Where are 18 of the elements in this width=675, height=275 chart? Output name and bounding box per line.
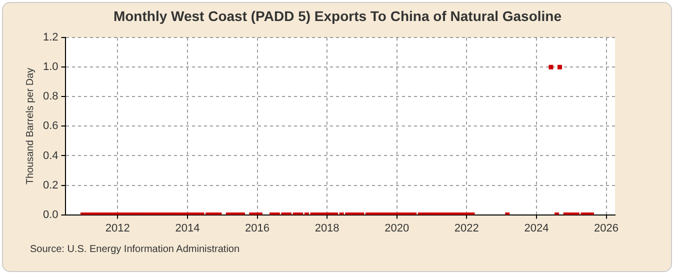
x-tick-label: 2012: [105, 222, 130, 234]
y-tick-label: 0.2: [42, 179, 58, 192]
x-tick-label: 2020: [384, 222, 410, 234]
y-tick-label: 1.0: [42, 61, 58, 74]
y-tick-label: 1.2: [42, 32, 58, 44]
source-note: Source: U.S. Energy Information Administration: [30, 244, 240, 255]
y-tick-label: 0.6: [42, 120, 58, 132]
x-tick-label: 2022: [454, 222, 479, 234]
y-tick-label: 0.4: [42, 150, 58, 162]
x-tick-label: 2018: [314, 222, 340, 234]
x-tick-label: 2026: [594, 222, 619, 234]
x-tick-label: 2014: [175, 222, 200, 234]
y-tick-label: 0.0: [42, 208, 58, 221]
x-tick-label: 2016: [245, 222, 270, 234]
y-axis-title: Thousand Barrels per Day: [24, 68, 36, 185]
y-tick-label: 0.8: [42, 90, 58, 103]
chart-title: Monthly West Coast (PADD 5) Exports To China of Natural Gasoline: [112, 8, 563, 24]
x-tick-label: 2024: [524, 222, 549, 234]
